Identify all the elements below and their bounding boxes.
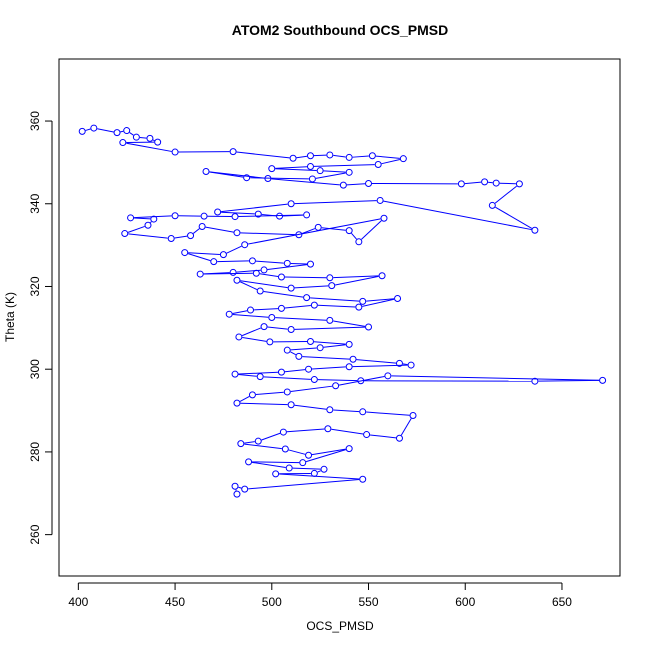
y-tick-label: 340 bbox=[28, 193, 42, 213]
x-tick-label: 450 bbox=[165, 595, 185, 609]
series-segment bbox=[291, 263, 307, 264]
y-tick-label: 300 bbox=[28, 359, 42, 379]
series-segment bbox=[140, 137, 147, 138]
x-tick-label: 550 bbox=[359, 595, 379, 609]
x-tick-label: 500 bbox=[262, 595, 282, 609]
series-segment bbox=[500, 183, 516, 184]
series-segment bbox=[217, 261, 249, 262]
y-tick-label: 360 bbox=[28, 111, 42, 131]
chart-title: ATOM2 Southbound OCS_PMSD bbox=[232, 22, 448, 38]
series-segment bbox=[314, 155, 326, 156]
x-axis-label: OCS_PMSD bbox=[306, 619, 374, 633]
series-segment bbox=[285, 277, 326, 278]
y-tick-label: 280 bbox=[28, 442, 42, 462]
series-segment bbox=[153, 140, 154, 141]
y-tick-label: 260 bbox=[28, 524, 42, 544]
series-segment bbox=[403, 364, 408, 365]
x-tick-label: 400 bbox=[68, 595, 88, 609]
x-tick-label: 600 bbox=[455, 595, 475, 609]
y-axis-label: Theta (K) bbox=[3, 292, 17, 342]
x-tick-label: 650 bbox=[552, 595, 572, 609]
y-tick-label: 320 bbox=[28, 276, 42, 296]
series-segment bbox=[120, 131, 123, 132]
